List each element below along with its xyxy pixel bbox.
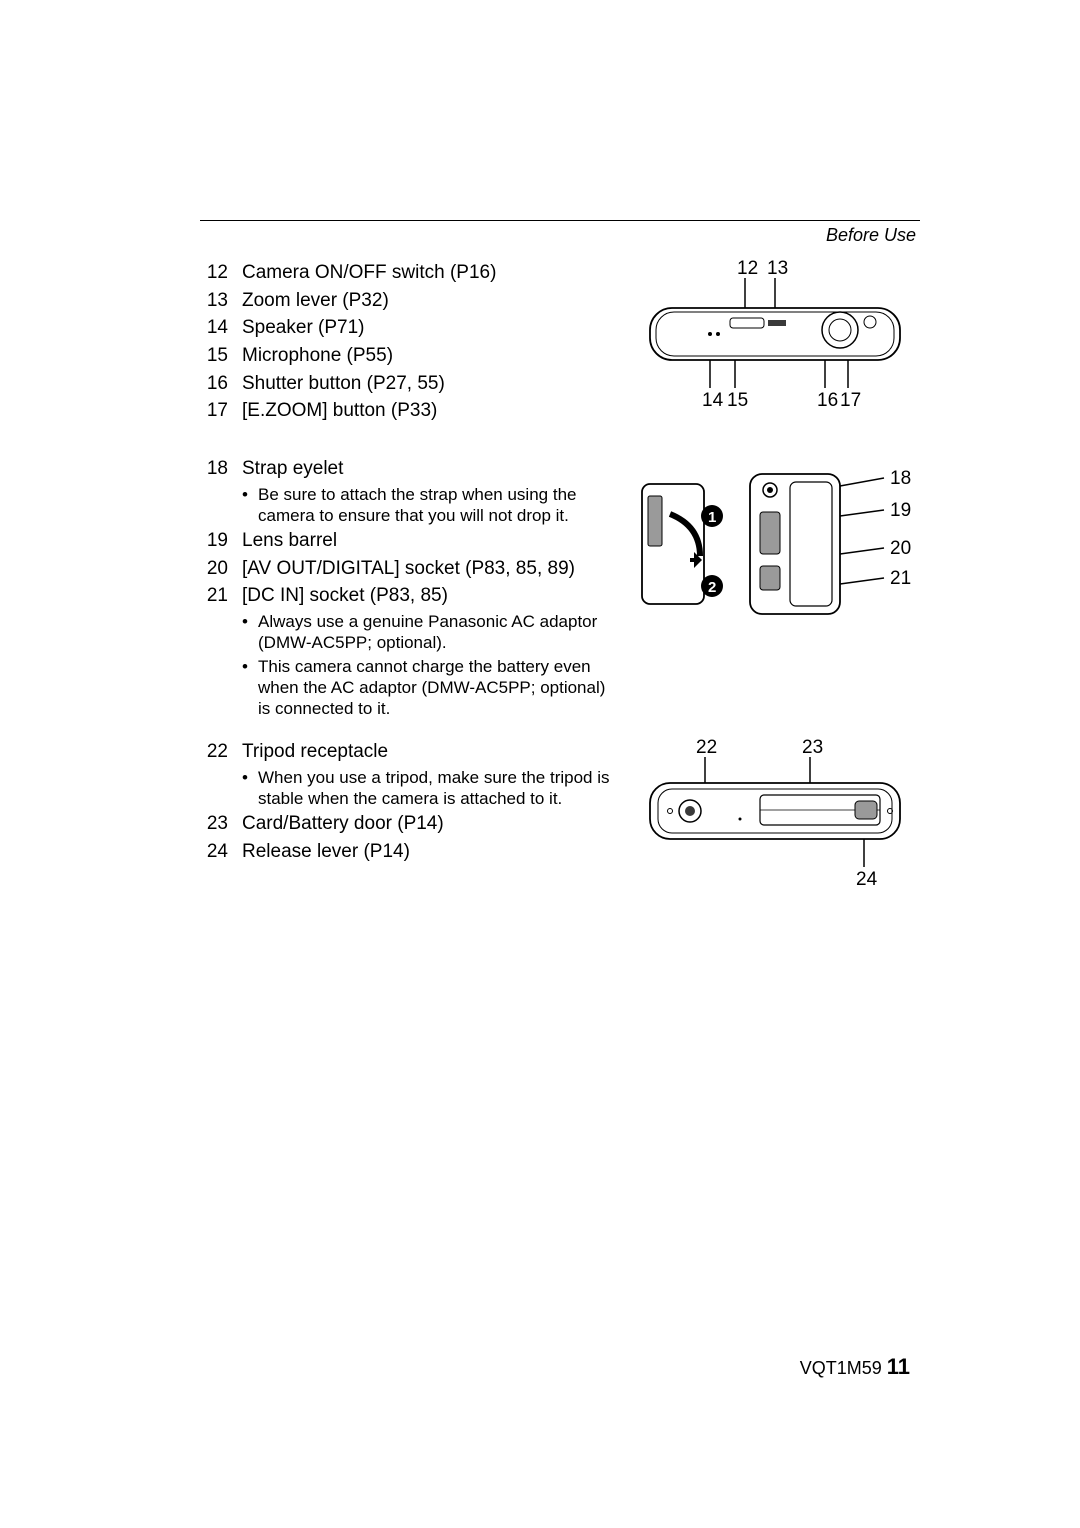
top-rule	[200, 220, 920, 221]
item-number: 24	[200, 839, 228, 865]
footer-code: VQT1M59	[800, 1358, 882, 1378]
item-number: 16	[200, 371, 228, 397]
text-col-3: 22 Tripod receptacle •When you use a tri…	[200, 739, 620, 917]
callout-12: 12	[737, 260, 758, 279]
list-item: 17 [E.ZOOM] button (P33)	[200, 398, 620, 424]
list-item: 19 Lens barrel	[200, 528, 620, 554]
item-text: Microphone (P55)	[242, 343, 620, 369]
manual-page: Before Use 12 Camera ON/OFF switch (P16) …	[0, 0, 1080, 1528]
item-text: Zoom lever (P32)	[242, 288, 620, 314]
item-text: Shutter button (P27, 55)	[242, 371, 620, 397]
page-footer: VQT1M59 11	[800, 1354, 910, 1380]
callout-19: 19	[890, 500, 911, 521]
item-text: Card/Battery door (P14)	[242, 811, 620, 837]
item-number: 14	[200, 315, 228, 341]
item-number: 22	[200, 739, 228, 809]
list-item: 16 Shutter button (P27, 55)	[200, 371, 620, 397]
circled-1: 1	[708, 509, 716, 526]
callout-22: 22	[696, 739, 717, 758]
callout-24: 24	[856, 869, 878, 889]
sub-bullet: •Be sure to attach the strap when using …	[242, 484, 620, 527]
sub-text: When you use a tripod, make sure the tri…	[258, 767, 620, 810]
item-number: 12	[200, 260, 228, 286]
callout-17: 17	[840, 390, 861, 410]
list-item: 20 [AV OUT/DIGITAL] socket (P83, 85, 89)	[200, 556, 620, 582]
diagram-bottom-view: 22 23	[640, 739, 920, 917]
block-3: 22 Tripod receptacle •When you use a tri…	[200, 739, 920, 917]
item-number: 19	[200, 528, 228, 554]
list-item: 24 Release lever (P14)	[200, 839, 620, 865]
text-col-1: 12 Camera ON/OFF switch (P16) 13 Zoom leve…	[200, 260, 620, 438]
callout-18: 18	[890, 468, 911, 489]
item-text: Lens barrel	[242, 528, 620, 554]
callout-16: 16	[817, 390, 838, 410]
list-item: 18 Strap eyelet •Be sure to attach the s…	[200, 456, 620, 526]
circled-2: 2	[708, 579, 716, 596]
item-text: Camera ON/OFF switch (P16)	[242, 260, 620, 286]
callout-13: 13	[767, 260, 788, 279]
list-item: 22 Tripod receptacle •When you use a tri…	[200, 739, 620, 809]
item-number: 15	[200, 343, 228, 369]
callout-15: 15	[727, 390, 748, 410]
sub-bullet: •This camera cannot charge the battery e…	[242, 656, 620, 720]
item-text: Tripod receptacle	[242, 739, 620, 765]
list-item: 21 [DC IN] socket (P83, 85) •Always use …	[200, 583, 620, 719]
sub-bullet: •Always use a genuine Panasonic AC adapt…	[242, 611, 620, 654]
block-2: 18 Strap eyelet •Be sure to attach the s…	[200, 456, 920, 721]
item-text: [AV OUT/DIGITAL] socket (P83, 85, 89)	[242, 556, 620, 582]
item-text: [E.ZOOM] button (P33)	[242, 398, 620, 424]
diagram-top-view: 12 13	[640, 260, 920, 438]
callout-20: 20	[890, 538, 911, 559]
item-number: 23	[200, 811, 228, 837]
sub-text: Always use a genuine Panasonic AC adapto…	[258, 611, 620, 654]
item-text: [DC IN] socket (P83, 85)	[242, 583, 620, 609]
list-item: 14 Speaker (P71)	[200, 315, 620, 341]
item-number: 18	[200, 456, 228, 526]
list-item: 12 Camera ON/OFF switch (P16)	[200, 260, 620, 286]
item-text: Release lever (P14)	[242, 839, 620, 865]
footer-page-number: 11	[887, 1354, 910, 1379]
text-col-2: 18 Strap eyelet •Be sure to attach the s…	[200, 456, 620, 721]
sub-bullet: •When you use a tripod, make sure the tr…	[242, 767, 620, 810]
item-text: Strap eyelet	[242, 456, 620, 482]
list-item: 15 Microphone (P55)	[200, 343, 620, 369]
list-item: 23 Card/Battery door (P14)	[200, 811, 620, 837]
callout-23: 23	[802, 739, 823, 758]
block-1: 12 Camera ON/OFF switch (P16) 13 Zoom leve…	[200, 260, 920, 438]
diagram-side-view: 1 2 18 19	[640, 456, 920, 721]
item-number: 20	[200, 556, 228, 582]
item-number: 13	[200, 288, 228, 314]
item-number: 17	[200, 398, 228, 424]
callout-21: 21	[890, 568, 911, 589]
section-label: Before Use	[200, 225, 920, 246]
callout-14: 14	[702, 390, 724, 410]
sub-text: Be sure to attach the strap when using t…	[258, 484, 620, 527]
list-item: 13 Zoom lever (P32)	[200, 288, 620, 314]
item-number: 21	[200, 583, 228, 719]
sub-text: This camera cannot charge the battery ev…	[258, 656, 620, 720]
item-text: Speaker (P71)	[242, 315, 620, 341]
